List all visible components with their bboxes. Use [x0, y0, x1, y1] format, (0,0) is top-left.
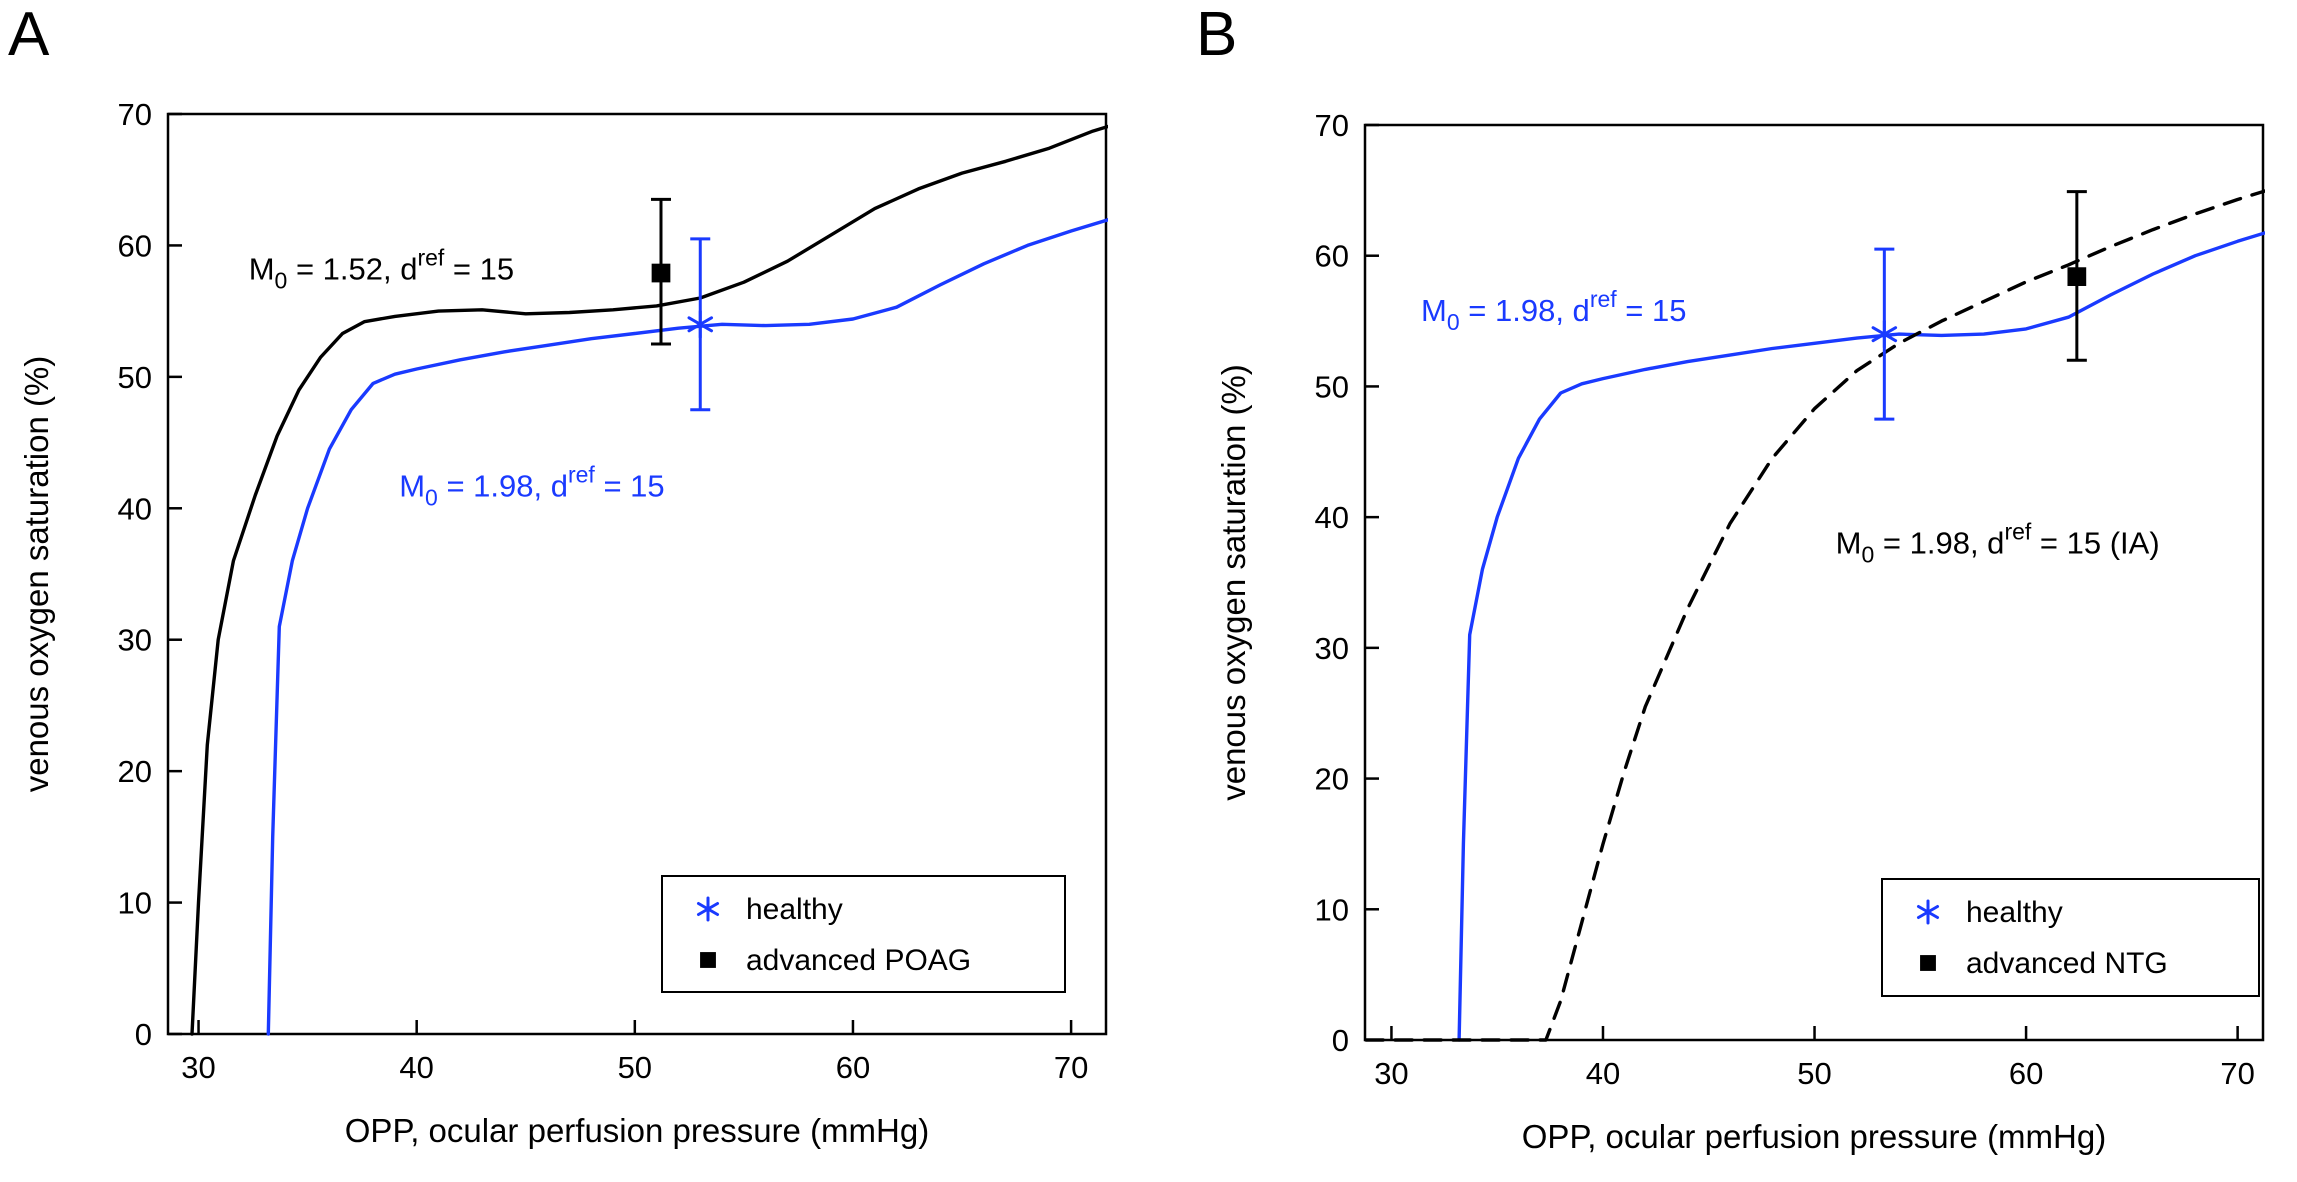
x-tick-label: 70 [1054, 1050, 1088, 1085]
axis-box [166, 112, 1108, 1036]
y-axis-label: venous oxygen saturation (%) [18, 356, 55, 793]
data-point-healthy [687, 237, 714, 412]
x-tick-label: 70 [2220, 1056, 2254, 1091]
y-tick-label: 20 [118, 754, 152, 789]
y-tick-label: 10 [118, 886, 152, 921]
y-tick-label: 0 [1332, 1023, 1349, 1058]
x-tick-label: 30 [181, 1050, 215, 1085]
y-tick-label: 50 [118, 360, 152, 395]
data-point-advanced-ntg [2066, 190, 2087, 362]
x-axis-label: OPP, ocular perfusion pressure (mmHg) [345, 1112, 929, 1149]
legend-box [1881, 878, 2260, 997]
y-tick-label: 40 [1315, 500, 1349, 535]
legend-square-marker [1920, 955, 1936, 971]
legend-asterisk-marker [1916, 899, 1940, 925]
x-tick-label: 40 [1586, 1056, 1620, 1091]
y-axis-label: venous oxygen saturation (%) [1215, 364, 1252, 801]
legend-asterisk-marker [696, 896, 720, 922]
y-tick-label: 30 [118, 623, 152, 658]
series-model-m0-1-98-dref-15 [1457, 231, 2265, 1042]
y-tick-label: 70 [1315, 108, 1349, 143]
y-tick-label: 70 [118, 97, 152, 132]
x-tick-label: 60 [836, 1050, 870, 1085]
x-axis: 30 40 50 60 70 [181, 1020, 1088, 1085]
y-axis: 0 10 20 30 40 50 60 70 [118, 97, 182, 1052]
series-model-m0-1-98-dref-15 [266, 218, 1108, 1036]
legend-label: advanced NTG [1966, 947, 2168, 980]
curve-annotation: M0 = 1.52, dref = 15 [249, 245, 514, 294]
legend-square-marker [700, 952, 716, 968]
x-axis-label: OPP, ocular perfusion pressure (mmHg) [1522, 1118, 2106, 1155]
y-tick-label: 30 [1315, 631, 1349, 666]
series-model-m0-1-52-dref-15 [190, 124, 1108, 1036]
curve-annotation: M0 = 1.98, dref = 15 [399, 461, 664, 510]
y-tick-label: 50 [1315, 369, 1349, 404]
y-tick-label: 40 [118, 491, 152, 526]
x-tick-label: 50 [1797, 1056, 1831, 1091]
panel-a-label: A [8, 0, 50, 69]
x-tick-label: 40 [399, 1050, 433, 1085]
series-model-m0-1-98-dref-15-ia- [1364, 189, 2265, 1042]
y-tick-label: 10 [1315, 892, 1349, 927]
y-tick-label: 20 [1315, 762, 1349, 797]
legend-box [661, 875, 1066, 993]
y-axis: 0 10 20 30 40 50 60 70 [1315, 108, 1379, 1058]
square-marker [2067, 267, 2087, 286]
square-marker [651, 263, 671, 283]
x-tick-label: 50 [618, 1050, 652, 1085]
x-axis: 30 40 50 60 70 [1374, 1026, 2255, 1091]
curve-annotation: M0 = 1.98, dref = 15 (IA) [1836, 519, 2160, 568]
curve-annotation: M0 = 1.98, dref = 15 [1421, 286, 1686, 335]
legend: healthy advanced POAG [661, 875, 1066, 993]
data-point-healthy [1871, 247, 1898, 421]
legend-label: healthy [1966, 896, 2063, 929]
legend-label: healthy [746, 893, 843, 926]
legend-label: advanced POAG [746, 944, 971, 977]
y-tick-label: 60 [118, 228, 152, 263]
panel-b-label: B [1196, 0, 1238, 69]
x-tick-label: 60 [2009, 1056, 2043, 1091]
x-tick-label: 30 [1374, 1056, 1408, 1091]
panel-B: 30 40 50 60 70 0 10 20 30 40 50 60 70 OPP, ocular per… [1215, 108, 2265, 1155]
asterisk-marker [1871, 319, 1898, 349]
y-tick-label: 60 [1315, 239, 1349, 274]
panel-A: 30 40 50 60 70 0 10 20 30 40 50 60 70 OPP, ocular per… [18, 97, 1108, 1149]
asterisk-marker [687, 309, 714, 339]
y-tick-label: 0 [135, 1017, 152, 1052]
legend: healthy advanced NTG [1881, 878, 2260, 997]
data-point-advanced-poag [650, 197, 671, 346]
